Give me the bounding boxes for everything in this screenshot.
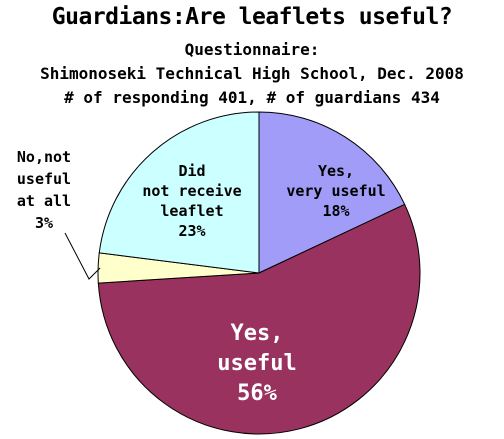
pie-leader-line-2 bbox=[64, 232, 101, 280]
pie-leader-lines bbox=[64, 232, 101, 280]
chart-subtitle-questionnaire: Questionnaire: bbox=[184, 40, 320, 59]
pie-slice-3 bbox=[98, 111, 260, 274]
pie-slice-label-0: Yes, very useful 18% bbox=[286, 162, 385, 220]
pie-labels: Yes, very useful 18% Yes, useful 56% No,not use… bbox=[17, 148, 386, 406]
pie-slice-label-2: No,not useful at all 3% bbox=[17, 148, 71, 232]
chart-title: Guardians:Are leaflets useful? bbox=[51, 4, 453, 30]
pie-slice-label-1: Yes, useful 56% bbox=[217, 321, 296, 406]
chart-subtitle-respondents: # of responding 401, # of guardians 434 bbox=[64, 88, 440, 107]
pie-slices bbox=[97, 111, 421, 435]
chart-subtitle-school: Shimonoseki Technical High School, Dec. … bbox=[40, 64, 464, 83]
pie-slice-label-3: Did not receive leaflet 23% bbox=[142, 162, 241, 240]
pie-slice-1 bbox=[97, 203, 421, 435]
pie-slice-0 bbox=[258, 111, 406, 274]
